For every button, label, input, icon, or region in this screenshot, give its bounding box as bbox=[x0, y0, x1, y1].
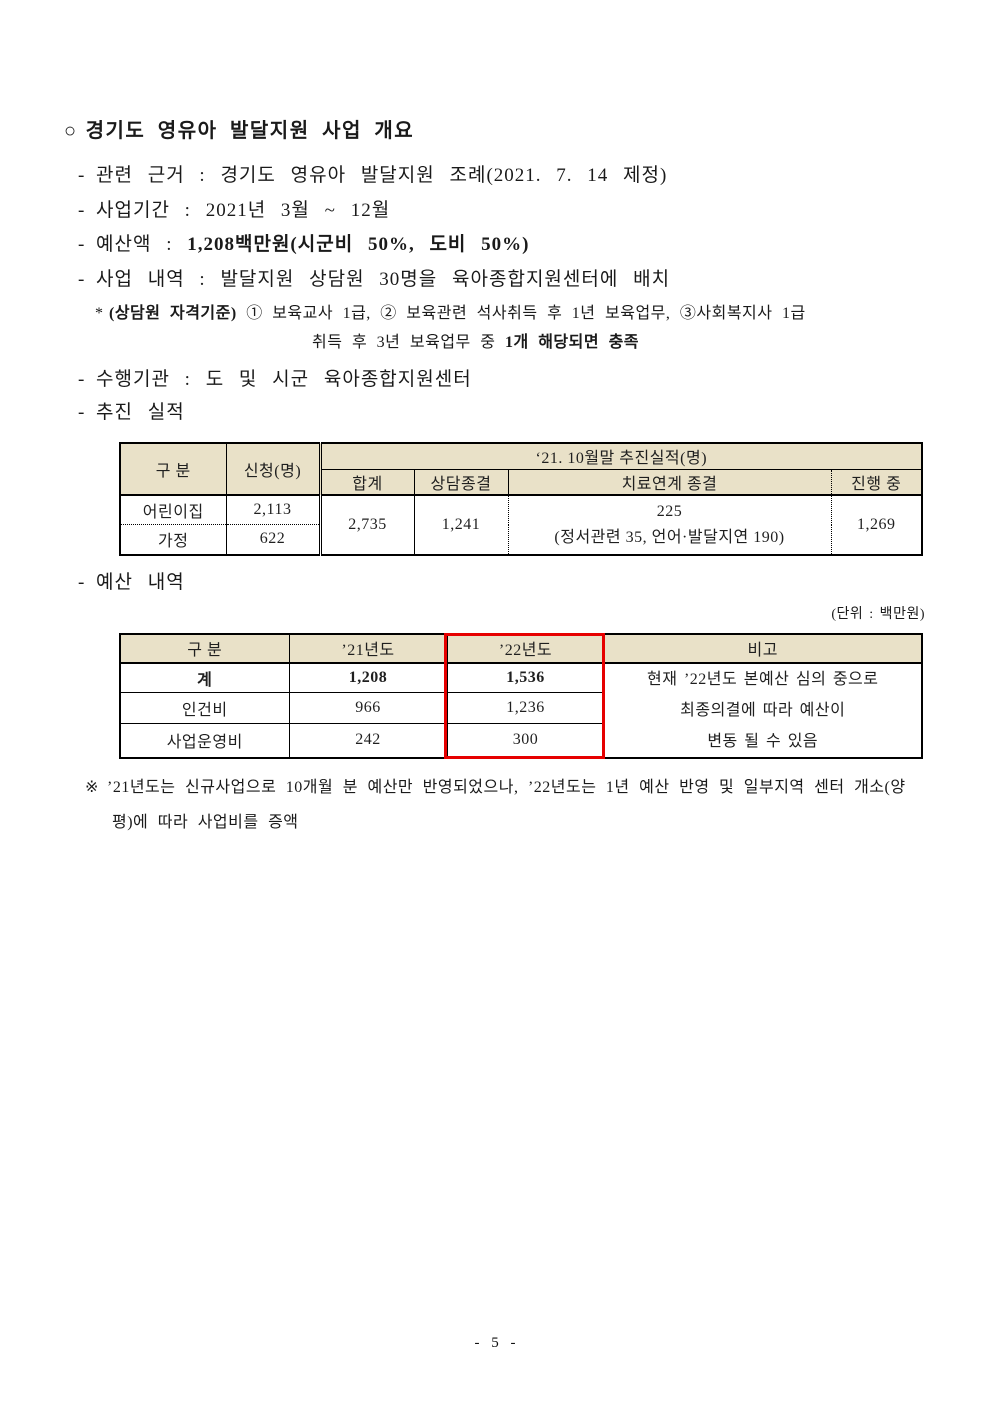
dash-bullet: - bbox=[78, 165, 86, 186]
cell-operating-y21: 242 bbox=[288, 723, 448, 758]
cell-personnel-y22: 1,236 bbox=[446, 691, 605, 725]
th-applicants: 신청(명) bbox=[225, 442, 321, 496]
cell-sum-value: 2,735 bbox=[318, 494, 415, 555]
th-result-group: ‘21. 10월말 추진실적(명) bbox=[318, 442, 923, 470]
budget-table: 구 분 ’21년도 ’22년도 비고 계 1,208 1,536 현재 ’22년… bbox=[119, 632, 923, 759]
dash-bullet: - bbox=[78, 402, 86, 423]
th-remarks: 비고 bbox=[603, 633, 923, 664]
item-performance: - 추진 실적 bbox=[64, 401, 928, 425]
dash-bullet: - bbox=[78, 571, 86, 593]
performance-table-wrap: 구 분 신청(명) ‘21. 10월말 추진실적(명) 합계 상담종결 치료연계… bbox=[119, 442, 924, 556]
cell-personnel-label: 인건비 bbox=[119, 691, 290, 725]
item-project-details: - 사업 내역 : 발달지원 상담원 30명을 육아종합지원센터에 배치 bbox=[64, 268, 928, 292]
th-budget-category: 구 분 bbox=[119, 633, 290, 664]
page-content: ○ 경기도 영유아 발달지원 사업 개요 - 관련 근거 : 경기도 영유아 발달지… bbox=[64, 118, 928, 834]
qualification-line2-text: 취득 후 3년 보육업무 중 bbox=[312, 334, 505, 351]
page-number: - 5 - bbox=[474, 1335, 518, 1351]
th-counseling-closed: 상담종결 bbox=[413, 468, 509, 496]
cell-operating-y22: 300 bbox=[446, 723, 605, 758]
dash-bullet: - bbox=[78, 369, 86, 390]
subitem-counselor-qualification: * (상담원 자격기준) ① 보육교사 1급, ② 보육관련 석사취득 후 1년 … bbox=[64, 303, 928, 325]
dash-bullet: - bbox=[78, 269, 86, 290]
item-budget-prefix: 예산액 : bbox=[96, 234, 188, 255]
remarks-line: 현재 ’22년도 본예산 심의 중으로 bbox=[647, 670, 879, 688]
th-in-progress: 진행 중 bbox=[830, 468, 923, 496]
qualification-label: (상담원 자격기준) bbox=[109, 305, 237, 322]
dash-bullet: - bbox=[78, 200, 86, 221]
cell-home-applicants: 622 bbox=[225, 524, 321, 555]
th-category: 구 분 bbox=[119, 442, 227, 496]
item-project-details-text: 사업 내역 : 발달지원 상담원 30명을 육아종합지원센터에 배치 bbox=[96, 269, 671, 290]
th-year-21: ’21년도 bbox=[288, 633, 448, 664]
budget-table-wrap: 구 분 ’21년도 ’22년도 비고 계 1,208 1,536 현재 ’22년… bbox=[119, 632, 923, 759]
cell-personnel-y21: 966 bbox=[288, 691, 448, 725]
reference-mark-icon: ※ bbox=[85, 778, 99, 796]
cell-in-progress-value: 1,269 bbox=[830, 494, 923, 555]
cell-daycare-applicants: 2,113 bbox=[225, 494, 321, 525]
footnote: ※ ’21년도는 신규사업으로 10개월 분 예산만 반영되었으나, ’22년도는… bbox=[64, 776, 928, 834]
item-executing-agency-text: 수행기관 : 도 및 시군 육아종합지원센터 bbox=[96, 369, 472, 390]
item-related-basis: - 관련 근거 : 경기도 영유아 발달지원 조례(2021. 7. 14 제정) bbox=[64, 164, 928, 188]
remarks-line: 최종의결에 따라 예산이 bbox=[680, 701, 846, 719]
cell-daycare-label: 어린이집 bbox=[119, 494, 227, 525]
th-treatment-closed: 치료연계 종결 bbox=[507, 468, 832, 496]
cell-operating-label: 사업운영비 bbox=[119, 723, 290, 758]
cell-total-y21: 1,208 bbox=[288, 662, 448, 693]
page-title-text: 경기도 영유아 발달지원 사업 개요 bbox=[85, 120, 415, 142]
item-executing-agency: - 수행기관 : 도 및 시군 육아종합지원센터 bbox=[64, 368, 928, 392]
th-year-22: ’22년도 bbox=[446, 633, 605, 664]
item-budget-amount-text: 1,208백만원(시군비 50%, 도비 50%) bbox=[187, 234, 530, 255]
item-related-basis-text: 관련 근거 : 경기도 영유아 발달지원 조례(2021. 7. 14 제정) bbox=[96, 165, 668, 186]
subitem-counselor-qualification-line2: 취득 후 3년 보육업무 중 1개 해당되면 충족 bbox=[64, 332, 928, 354]
item-budget-detail-text: 예산 내역 bbox=[96, 571, 185, 593]
qualification-text: ① 보육교사 1급, ② 보육관련 석사취득 후 1년 보육업무, ③사회복지사… bbox=[236, 305, 806, 322]
performance-table: 구 분 신청(명) ‘21. 10월말 추진실적(명) 합계 상담종결 치료연계… bbox=[119, 442, 924, 556]
unit-label: (단위 : 백만원) bbox=[831, 606, 925, 622]
item-project-period-text: 사업기간 : 2021년 3월 ~ 12월 bbox=[96, 200, 391, 221]
item-project-period: - 사업기간 : 2021년 3월 ~ 12월 bbox=[64, 199, 928, 223]
footnote-line1-text: ’21년도는 신규사업으로 10개월 분 예산만 반영되었으나, ’22년도는 … bbox=[107, 778, 906, 796]
item-budget-detail: - 예산 내역 bbox=[64, 571, 928, 595]
th-sum: 합계 bbox=[318, 468, 415, 496]
cell-total-y22: 1,536 bbox=[446, 662, 605, 693]
cell-remarks: 현재 ’22년도 본예산 심의 중으로 최종의결에 따라 예산이 변동 될 수 … bbox=[603, 662, 923, 758]
cell-total-label: 계 bbox=[119, 662, 290, 693]
dash-bullet: - bbox=[78, 234, 86, 255]
item-budget-amount: - 예산액 : 1,208백만원(시군비 50%, 도비 50%) bbox=[64, 233, 928, 257]
cell-treatment-value: 225 (정서관련 35, 언어·발달지연 190) bbox=[507, 494, 832, 555]
remarks-line: 변동 될 수 있음 bbox=[707, 732, 819, 750]
footnote-line2: 평)에 따라 사업비를 증액 bbox=[112, 813, 299, 831]
item-performance-text: 추진 실적 bbox=[96, 402, 185, 423]
footnote-line1: ※ ’21년도는 신규사업으로 10개월 분 예산만 반영되었으나, ’22년도는… bbox=[85, 776, 928, 799]
cell-home-label: 가정 bbox=[119, 524, 227, 555]
qualification-line2-bold: 1개 해당되면 충족 bbox=[504, 334, 640, 351]
cell-treatment-value-count: 225 bbox=[656, 502, 683, 520]
circle-bullet-icon: ○ bbox=[64, 120, 78, 142]
page-title: ○ 경기도 영유아 발달지원 사업 개요 bbox=[64, 118, 928, 144]
cell-treatment-value-breakdown: (정서관련 35, 언어·발달지연 190) bbox=[554, 528, 785, 546]
cell-counseling-value: 1,241 bbox=[413, 494, 509, 555]
asterisk-marker: * bbox=[95, 305, 104, 322]
